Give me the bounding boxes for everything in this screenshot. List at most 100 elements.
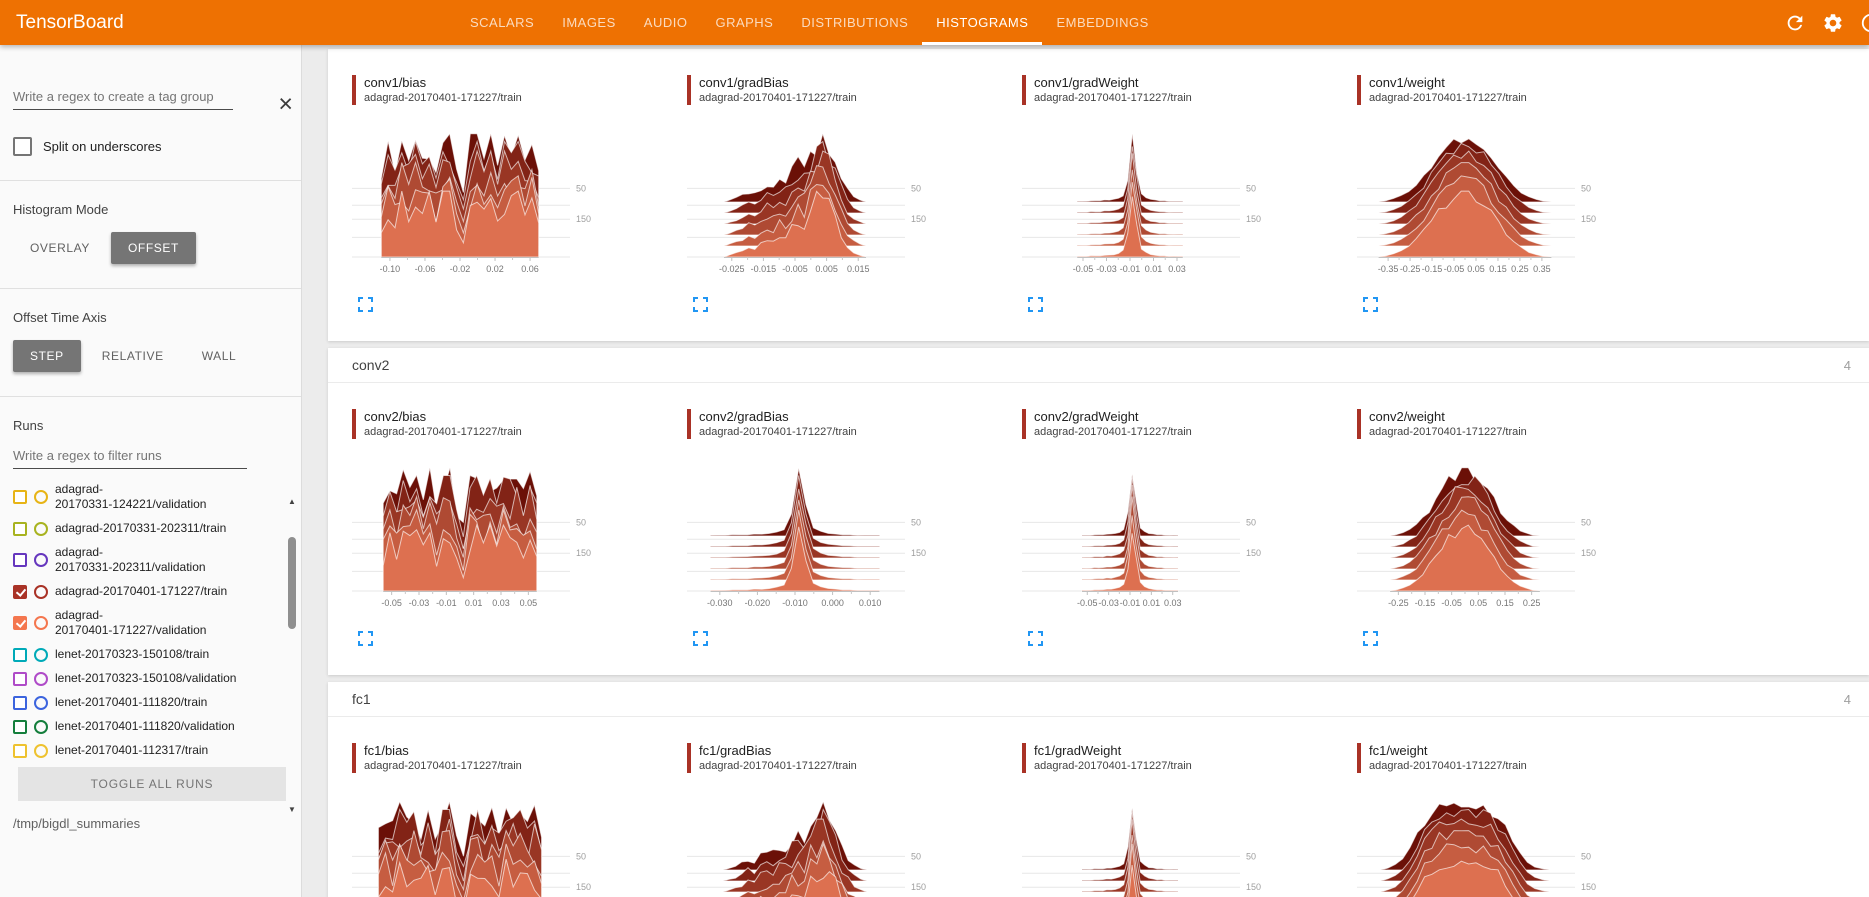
run-solo-circle[interactable] [34,490,48,504]
expand-icon[interactable] [358,297,373,313]
run-checkbox[interactable] [13,553,27,567]
run-color-bar [687,743,691,773]
histograms-dashboard: conv1/bias adagrad-20170401-171227/train 5… [302,45,1869,897]
card-run-label: adagrad-20170401-171227/train [1369,426,1527,438]
run-solo-circle[interactable] [34,521,48,536]
refresh-icon[interactable] [1784,12,1806,34]
run-solo-circle[interactable] [34,584,48,599]
ridge-histogram-chart[interactable]: 50 150 -0.25 -0.15 -0.05 0.05 0.15 0.25 [1357,451,1692,623]
toggle-all-runs-button[interactable]: TOGGLE ALL RUNS [18,767,286,801]
tag-group-header[interactable]: conv2 4 [328,348,1869,383]
scroll-down-icon[interactable]: ▼ [288,805,296,814]
run-color-bar [1357,409,1361,439]
svg-text:50: 50 [576,183,586,193]
svg-text:150: 150 [1581,548,1596,558]
run-solo-circle[interactable] [34,695,48,710]
overlay-button[interactable]: OVERLAY [13,232,107,264]
ridge-histogram-chart[interactable]: 50 150 [1022,785,1357,897]
expand-icon[interactable] [1028,297,1043,313]
tab-audio[interactable]: AUDIO [643,15,688,30]
ridge-histogram-chart[interactable]: 50 150 [352,785,687,897]
ridge-histogram-chart[interactable]: 50 150 [687,785,1022,897]
tag-group-title: conv2 [352,357,390,373]
tag-group-regex-input[interactable] [13,85,233,110]
run-checkbox[interactable] [13,616,27,630]
expand-icon[interactable] [1363,297,1378,313]
run-label: adagrad- 20170331-124221/validation [55,482,207,511]
svg-text:-0.25: -0.25 [1388,598,1409,608]
help-icon[interactable] [1860,12,1869,34]
tab-images[interactable]: IMAGES [562,15,616,30]
run-solo-circle[interactable] [34,719,48,734]
relative-button[interactable]: RELATIVE [85,340,181,372]
tab-graphs[interactable]: GRAPHS [715,15,774,30]
run-label: adagrad-20170331-202311/train [55,521,227,535]
expand-icon[interactable] [693,631,708,647]
wall-button[interactable]: WALL [185,340,254,372]
run-color-bar [1022,409,1026,439]
tab-scalars[interactable]: SCALARS [470,15,535,30]
run-solo-circle[interactable] [34,647,48,662]
expand-icon[interactable] [1363,631,1378,647]
run-checkbox[interactable] [13,490,27,504]
card-header: fc1/gradWeight adagrad-20170401-171227/tr… [1022,743,1357,773]
run-item: lenet-20170401-112317/train [13,743,301,758]
ridge-histogram-chart[interactable]: 50 150 -0.10 -0.06 -0.02 0.02 0.06 [352,117,687,289]
close-icon[interactable]: × [278,90,293,118]
expand-icon[interactable] [358,631,373,647]
settings-gear-icon[interactable] [1822,12,1844,34]
split-on-underscores-row[interactable]: Split on underscores [13,137,301,156]
card-title: conv1/bias [364,75,427,90]
expand-icon[interactable] [693,297,708,313]
histogram-card: conv2/gradWeight adagrad-20170401-171227/… [1022,409,1357,651]
ridge-histogram-chart[interactable]: 50 150 -0.025 -0.015 -0.005 0.005 0.015 [687,117,1022,289]
scroll-up-icon[interactable]: ▲ [288,497,296,506]
ridge-histogram-chart[interactable]: 50 150 [1357,785,1692,897]
run-solo-circle[interactable] [34,553,48,567]
ridge-histogram-chart[interactable]: 50 150 -0.030 -0.020 -0.010 0.000 0.010 [687,451,1022,623]
svg-text:-0.35: -0.35 [1378,264,1399,274]
run-color-bar [1022,75,1026,105]
svg-text:-0.020: -0.020 [745,598,771,608]
offset-button[interactable]: OFFSET [111,232,196,264]
svg-text:-0.05: -0.05 [381,598,402,608]
divider [0,396,301,397]
runs-filter-input[interactable] [13,444,247,469]
run-checkbox[interactable] [13,719,27,734]
scrollbar-thumb[interactable] [288,537,296,629]
run-checkbox[interactable] [13,695,27,710]
tab-distributions[interactable]: DISTRIBUTIONS [801,15,909,30]
expand-icon[interactable] [1028,631,1043,647]
run-item: adagrad- 20170331-202311/validation [13,545,301,575]
card-run-label: adagrad-20170401-171227/train [1034,92,1192,104]
tag-group-header[interactable]: fc1 4 [328,682,1869,717]
tab-histograms[interactable]: HISTOGRAMS [922,0,1043,45]
split-checkbox-label: Split on underscores [43,139,162,154]
ridge-histogram-chart[interactable]: 50 150 -0.05 -0.03 -0.01 0.01 0.03 [1022,117,1357,289]
run-solo-circle[interactable] [34,616,48,630]
ridge-histogram-chart[interactable]: 50 150 -0.35 -0.25 -0.15 -0.05 0.05 0.15 0.25 0.3… [1357,117,1692,289]
run-color-bar [352,743,356,773]
run-solo-circle[interactable] [34,671,48,686]
card-run-label: adagrad-20170401-171227/train [364,92,522,104]
split-checkbox[interactable] [13,137,32,156]
run-checkbox[interactable] [13,647,27,662]
ridge-histogram-chart[interactable]: 50 150 -0.05 -0.03 -0.01 0.01 0.03 [1022,451,1357,623]
run-label: lenet-20170323-150108/train [55,647,210,661]
run-checkbox[interactable] [13,521,27,536]
run-solo-circle[interactable] [34,743,48,758]
run-checkbox[interactable] [13,584,27,599]
run-checkbox[interactable] [13,671,27,686]
ridge-histogram-chart[interactable]: 50 150 -0.05 -0.03 -0.01 0.01 0.03 0.05 [352,451,687,623]
runs-scrollbar[interactable]: ▲ ▼ [285,497,299,815]
svg-text:50: 50 [911,851,921,861]
run-checkbox[interactable] [13,743,27,758]
tag-group-count: 4 [1843,691,1851,707]
svg-text:0.03: 0.03 [1164,598,1182,608]
card-title: conv1/gradBias [699,75,789,90]
step-button[interactable]: STEP [13,340,81,372]
runs-list: adagrad- 20170331-124221/validation adagr… [13,482,301,758]
svg-text:-0.02: -0.02 [450,264,471,274]
run-item: lenet-20170323-150108/validation [13,671,301,686]
tab-embeddings[interactable]: EMBEDDINGS [1056,15,1149,30]
